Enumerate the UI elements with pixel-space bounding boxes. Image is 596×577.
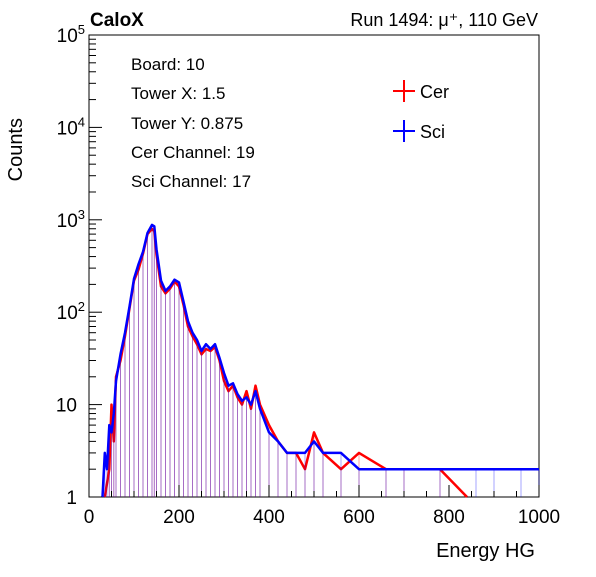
series-layer — [101, 223, 540, 498]
info-box-lines: Board: 10 Tower X: 1.5 Tower Y: 0.875 Ce… — [131, 55, 255, 191]
run-info-label: Run 1494: μ⁺, 110 GeV — [350, 10, 538, 30]
x-axis-label: Energy HG — [436, 540, 535, 562]
y-tick-label: 105 — [57, 22, 85, 47]
y-tick-exponent: 3 — [78, 207, 85, 222]
x-tick-label: 400 — [253, 507, 285, 528]
x-tick-label: 600 — [343, 507, 375, 528]
info-line: Sci Channel: 17 — [131, 172, 251, 191]
info-line: Tower X: 1.5 — [131, 84, 226, 103]
x-tick-label: 0 — [84, 507, 95, 528]
x-tick-label: 800 — [433, 507, 465, 528]
y-tick-label: 10 — [56, 396, 77, 417]
x-tick-label: 1000 — [518, 507, 560, 528]
y-tick-label: 102 — [57, 299, 85, 324]
info-line: Tower Y: 0.875 — [131, 114, 243, 133]
info-line: Cer Channel: 19 — [131, 143, 255, 162]
y-tick-label: 103 — [57, 207, 85, 232]
brand-label: CaloX — [90, 10, 144, 31]
legend-label-sci: Sci — [420, 122, 445, 142]
series-line-sci — [101, 223, 539, 498]
y-tick-exponent: 5 — [78, 22, 85, 37]
info-line: Board: 10 — [131, 55, 205, 74]
y-tick-exponent: 2 — [78, 299, 85, 314]
y-tick-label: 1 — [66, 488, 77, 509]
legend: Cer Sci — [393, 80, 449, 142]
y-tick-label: 104 — [57, 114, 85, 139]
x-tick-label: 200 — [163, 507, 195, 528]
legend-label-cer: Cer — [420, 82, 449, 102]
y-tick-exponent: 4 — [78, 114, 85, 129]
info-box — [116, 45, 361, 200]
y-axis-label: Counts — [5, 118, 27, 181]
